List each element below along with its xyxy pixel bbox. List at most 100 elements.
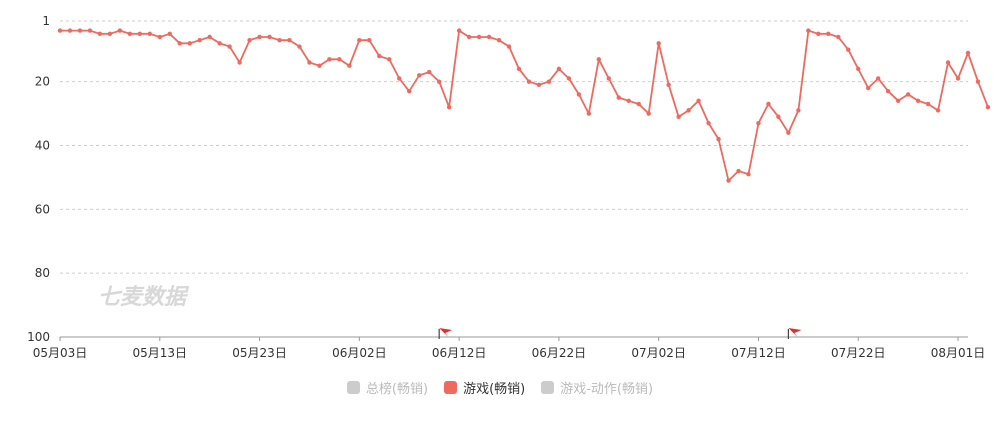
data-point[interactable] xyxy=(307,60,312,65)
data-point[interactable] xyxy=(287,37,292,43)
data-point[interactable] xyxy=(107,31,113,36)
flag-icon[interactable] xyxy=(787,328,802,339)
data-point[interactable] xyxy=(746,172,751,177)
data-point[interactable] xyxy=(217,41,222,46)
data-point[interactable] xyxy=(436,79,442,84)
data-point[interactable] xyxy=(57,28,63,33)
data-point[interactable] xyxy=(506,44,512,49)
data-point[interactable] xyxy=(426,69,432,75)
data-point[interactable] xyxy=(387,57,392,62)
data-point[interactable] xyxy=(546,79,552,84)
data-point[interactable] xyxy=(357,37,362,43)
data-point[interactable] xyxy=(666,82,671,88)
data-point[interactable] xyxy=(327,57,332,62)
data-point[interactable] xyxy=(197,37,202,43)
data-point[interactable] xyxy=(965,50,971,56)
data-point[interactable] xyxy=(297,44,302,49)
data-point[interactable] xyxy=(935,108,941,113)
data-point[interactable] xyxy=(486,34,492,40)
data-point[interactable] xyxy=(97,31,103,36)
data-point[interactable] xyxy=(895,98,901,103)
data-point[interactable] xyxy=(87,28,93,33)
data-point[interactable] xyxy=(566,76,572,81)
data-point[interactable] xyxy=(716,136,721,142)
data-point[interactable] xyxy=(915,98,921,103)
data-point[interactable] xyxy=(526,79,532,84)
data-point[interactable] xyxy=(147,31,153,36)
data-point[interactable] xyxy=(606,76,611,81)
data-point[interactable] xyxy=(496,37,502,43)
data-point[interactable] xyxy=(945,60,951,65)
data-point[interactable] xyxy=(67,28,73,33)
data-point[interactable] xyxy=(167,31,172,36)
data-point[interactable] xyxy=(925,101,931,107)
data-point[interactable] xyxy=(875,76,881,81)
data-point[interactable] xyxy=(407,89,412,94)
data-point[interactable] xyxy=(696,98,701,103)
data-point[interactable] xyxy=(187,41,192,46)
data-point[interactable] xyxy=(137,31,143,36)
data-point[interactable] xyxy=(836,34,841,40)
data-point[interactable] xyxy=(766,101,771,107)
data-point[interactable] xyxy=(177,41,182,46)
data-point[interactable] xyxy=(616,95,621,100)
data-point[interactable] xyxy=(157,34,162,40)
series-line xyxy=(60,29,989,182)
data-point[interactable] xyxy=(776,114,781,119)
data-point[interactable] xyxy=(586,111,592,116)
data-point[interactable] xyxy=(556,66,562,72)
data-point[interactable] xyxy=(77,28,83,33)
data-point[interactable] xyxy=(646,111,651,116)
data-point[interactable] xyxy=(257,34,262,40)
data-point[interactable] xyxy=(726,178,731,183)
data-point[interactable] xyxy=(267,34,272,40)
data-point[interactable] xyxy=(736,168,741,174)
data-point[interactable] xyxy=(866,85,871,91)
data-point[interactable] xyxy=(576,92,582,97)
data-point[interactable] xyxy=(985,104,991,110)
data-point[interactable] xyxy=(247,37,252,43)
data-point[interactable] xyxy=(856,66,861,72)
data-point[interactable] xyxy=(826,31,831,36)
data-point[interactable] xyxy=(955,76,961,81)
data-point[interactable] xyxy=(207,34,212,40)
data-point[interactable] xyxy=(127,31,133,36)
data-point[interactable] xyxy=(885,89,891,94)
data-point[interactable] xyxy=(905,92,911,97)
flag-icon[interactable] xyxy=(438,328,453,339)
data-point[interactable] xyxy=(417,73,422,78)
data-point[interactable] xyxy=(277,37,282,43)
data-point[interactable] xyxy=(456,28,462,33)
data-point[interactable] xyxy=(975,79,981,84)
data-point[interactable] xyxy=(446,104,452,110)
data-point[interactable] xyxy=(596,57,602,62)
data-point[interactable] xyxy=(686,108,691,113)
data-point[interactable] xyxy=(117,28,123,33)
data-point[interactable] xyxy=(676,114,681,119)
data-point[interactable] xyxy=(237,60,242,65)
data-point[interactable] xyxy=(377,53,382,59)
data-point[interactable] xyxy=(636,101,641,107)
data-point[interactable] xyxy=(466,34,472,40)
data-point[interactable] xyxy=(846,47,851,52)
data-point[interactable] xyxy=(536,82,542,88)
data-point[interactable] xyxy=(337,57,342,62)
data-point[interactable] xyxy=(516,66,522,72)
data-point[interactable] xyxy=(347,63,352,68)
data-point[interactable] xyxy=(816,31,821,36)
data-point[interactable] xyxy=(397,76,402,81)
data-point[interactable] xyxy=(227,44,232,49)
legend-item[interactable]: 游戏-动作(畅销) xyxy=(541,378,653,397)
data-point[interactable] xyxy=(317,63,322,68)
data-point[interactable] xyxy=(786,130,791,135)
data-point[interactable] xyxy=(706,120,711,126)
data-point[interactable] xyxy=(656,41,661,46)
data-point[interactable] xyxy=(756,120,761,126)
data-point[interactable] xyxy=(626,98,631,103)
legend-item[interactable]: 总榜(畅销) xyxy=(346,378,428,397)
data-point[interactable] xyxy=(796,108,801,113)
data-point[interactable] xyxy=(367,37,372,43)
legend-item[interactable]: 游戏(畅销) xyxy=(444,378,525,397)
data-point[interactable] xyxy=(476,34,482,40)
data-point[interactable] xyxy=(806,28,811,33)
